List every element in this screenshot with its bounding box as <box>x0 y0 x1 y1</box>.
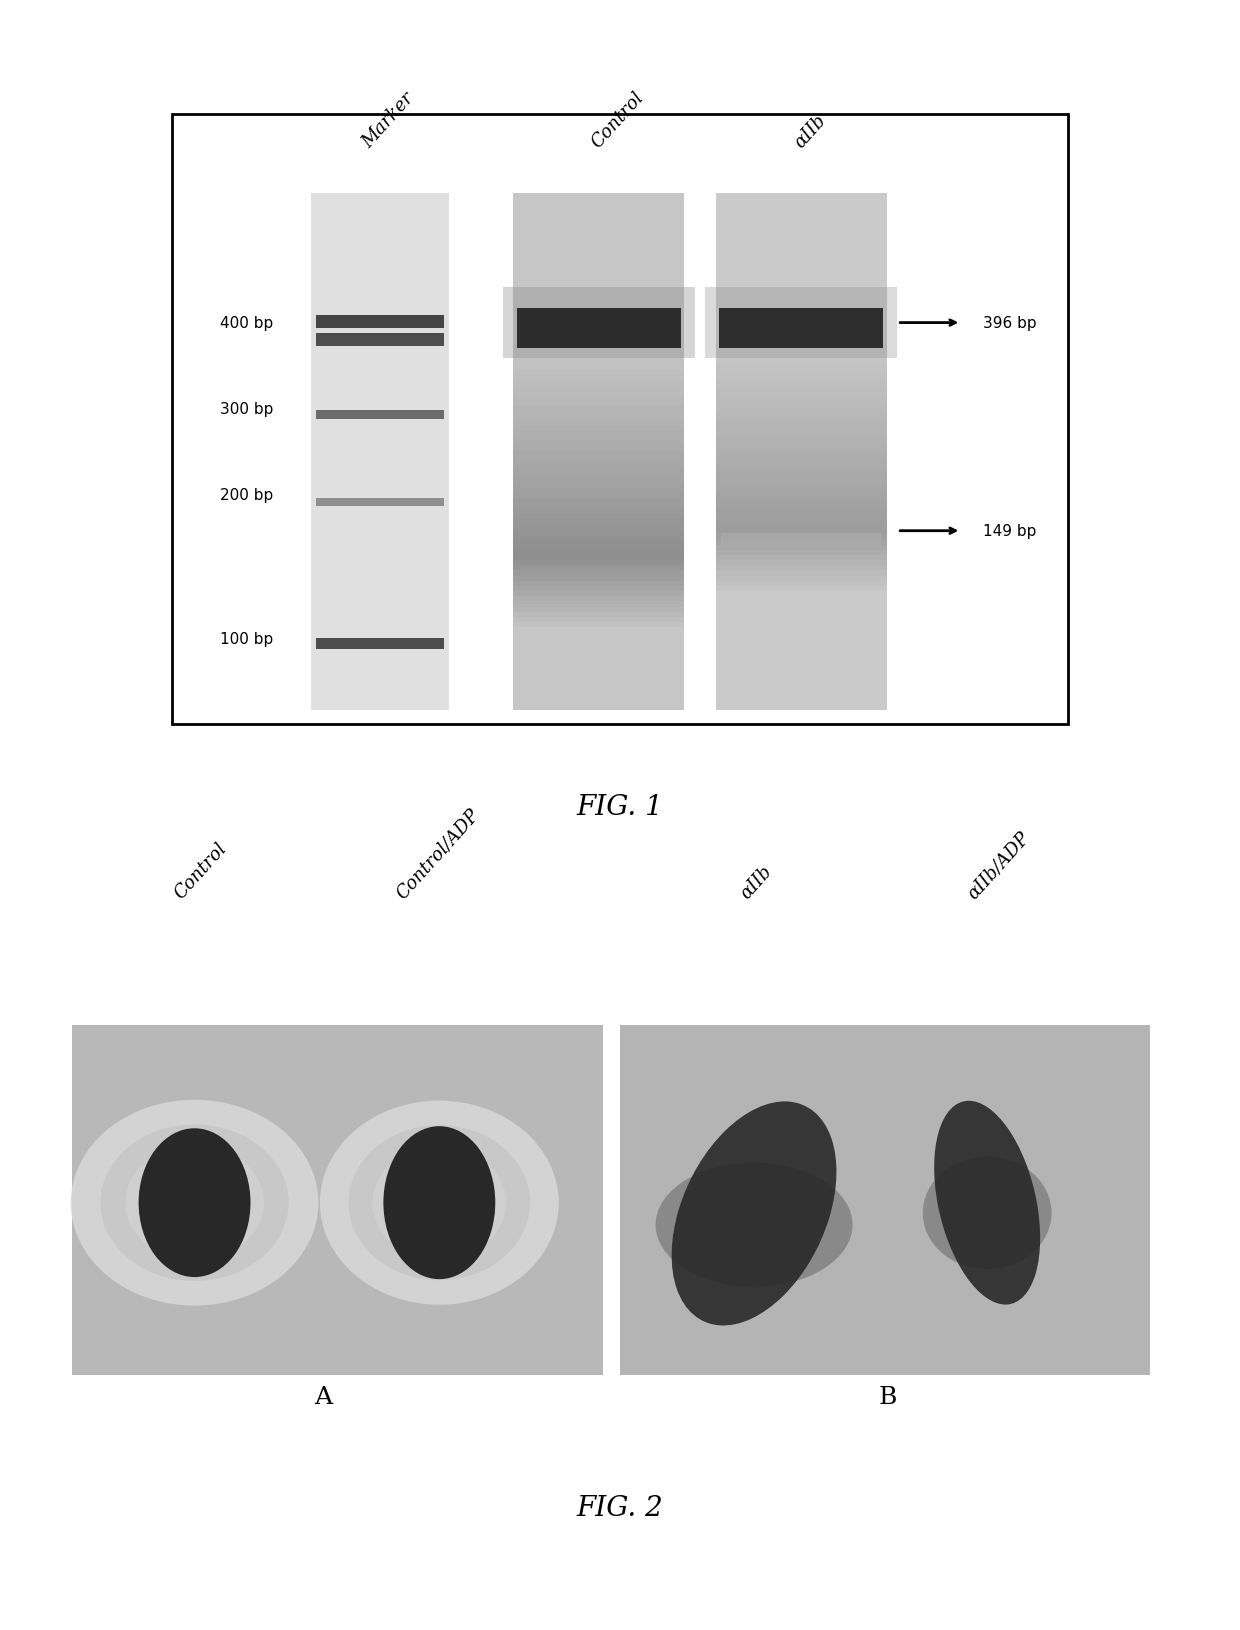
Ellipse shape <box>71 1100 319 1306</box>
Text: FIG. 1: FIG. 1 <box>577 794 663 820</box>
Text: A: A <box>314 1386 332 1408</box>
Ellipse shape <box>139 1128 250 1278</box>
Bar <box>722 533 882 549</box>
Bar <box>517 310 681 349</box>
Ellipse shape <box>672 1102 837 1325</box>
Text: αIIb: αIIb <box>737 862 775 901</box>
Text: B: B <box>879 1386 898 1408</box>
Bar <box>311 194 449 711</box>
Text: 149 bp: 149 bp <box>982 523 1035 540</box>
Text: Marker: Marker <box>358 88 418 152</box>
Text: 100 bp: 100 bp <box>221 631 273 647</box>
Ellipse shape <box>656 1162 853 1288</box>
Text: 300 bp: 300 bp <box>219 403 273 417</box>
Bar <box>316 411 444 421</box>
Ellipse shape <box>934 1102 1040 1304</box>
Ellipse shape <box>320 1100 559 1306</box>
Ellipse shape <box>125 1146 264 1260</box>
Bar <box>719 310 883 349</box>
Text: αIIb: αIIb <box>791 111 830 152</box>
Ellipse shape <box>372 1146 506 1260</box>
Text: 200 bp: 200 bp <box>221 487 273 504</box>
Bar <box>502 287 694 359</box>
Bar <box>316 316 444 328</box>
Bar <box>172 116 1068 725</box>
Bar <box>316 499 444 507</box>
Text: Control/ADP: Control/ADP <box>393 805 482 901</box>
Text: Control: Control <box>171 838 231 901</box>
Ellipse shape <box>348 1125 531 1281</box>
Text: αIIb/ADP: αIIb/ADP <box>963 828 1033 901</box>
Bar <box>706 287 898 359</box>
Text: 400 bp: 400 bp <box>221 316 273 331</box>
Bar <box>72 1025 603 1376</box>
Text: 396 bp: 396 bp <box>982 316 1037 331</box>
Ellipse shape <box>100 1125 289 1281</box>
Bar <box>722 567 882 574</box>
Bar <box>620 1025 1151 1376</box>
Bar <box>316 334 444 347</box>
Text: Control: Control <box>588 88 647 152</box>
Text: FIG. 2: FIG. 2 <box>577 1495 663 1521</box>
Ellipse shape <box>383 1126 495 1280</box>
Ellipse shape <box>923 1157 1052 1270</box>
Bar <box>316 639 444 650</box>
